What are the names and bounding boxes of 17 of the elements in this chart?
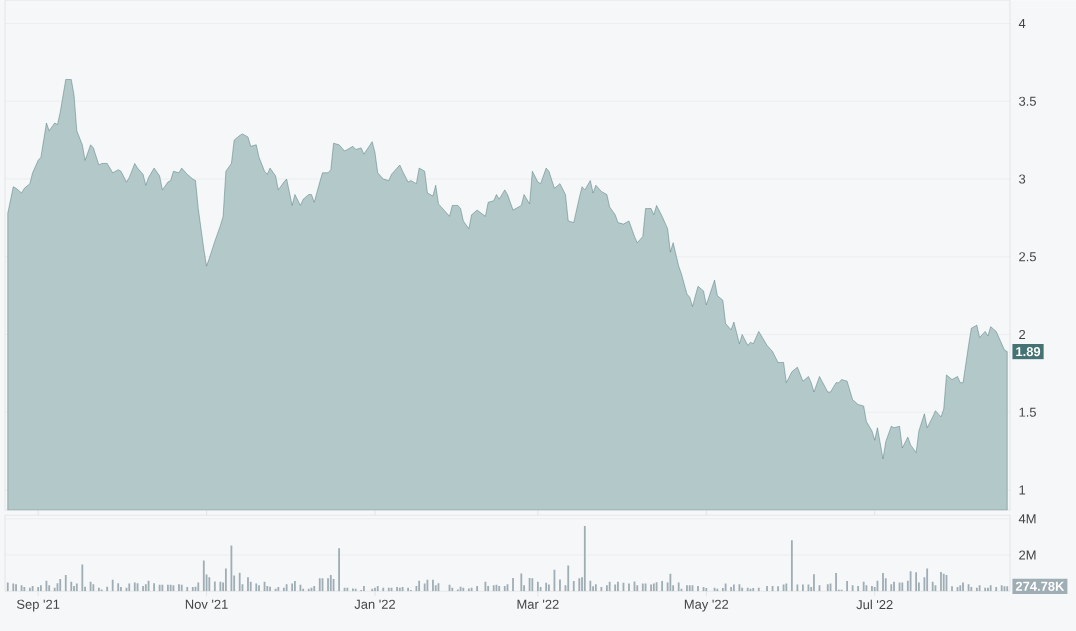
y-tick-label: 4M bbox=[1018, 514, 1036, 524]
x-tick-label: Mar '22 bbox=[517, 599, 559, 609]
y-tick-label: 1 bbox=[1019, 485, 1026, 495]
y-tick-label: 1.5 bbox=[1019, 407, 1036, 417]
x-tick-label: Jul '22 bbox=[856, 599, 893, 610]
x-tick-label: Jan '22 bbox=[354, 599, 395, 609]
y-tick-label: 3 bbox=[1019, 174, 1026, 184]
x-tick-label: May '22 bbox=[684, 599, 729, 612]
x-tick-label: Sep '21 bbox=[16, 599, 60, 612]
y-tick-label: 3.5 bbox=[1019, 96, 1036, 106]
annotation: 1.89 bbox=[1016, 346, 1041, 357]
y-tick-label: 4 bbox=[1018, 18, 1026, 28]
annotation: 274.78K bbox=[1015, 581, 1065, 591]
x-tick-label: Nov '21 bbox=[185, 599, 228, 609]
y-tick-label: 2.5 bbox=[1019, 252, 1036, 262]
y-tick-label: 2M bbox=[1019, 550, 1036, 560]
y-tick-label: 2 bbox=[1019, 329, 1026, 339]
